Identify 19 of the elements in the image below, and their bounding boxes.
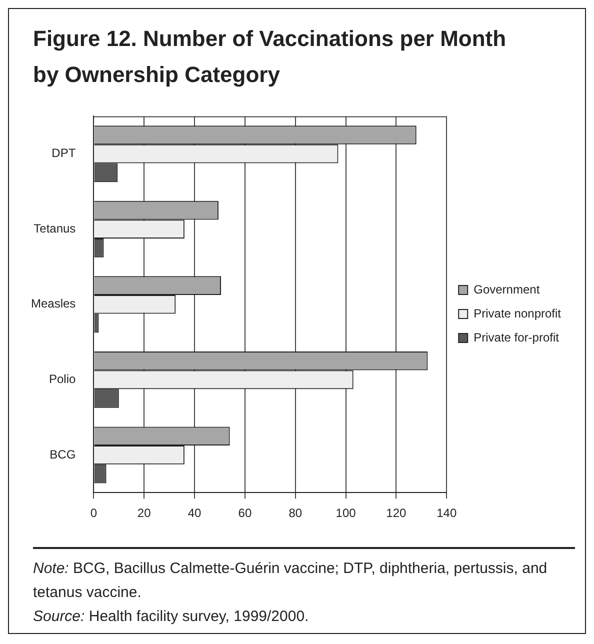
- legend-label: Government: [474, 282, 540, 296]
- x-tick-label: 80: [288, 506, 302, 520]
- x-tick-label: 140: [436, 506, 457, 520]
- y-tick-label: DPT: [52, 146, 76, 160]
- x-tick-label: 20: [137, 506, 152, 520]
- y-tick-label: BCG: [50, 447, 76, 462]
- x-tick-label: 100: [336, 506, 356, 520]
- y-tick-label: Polio: [48, 372, 76, 386]
- x-tick-label: 0: [90, 506, 98, 520]
- y-tick-label: Tetanus: [34, 221, 76, 236]
- chart-title: Figure 12. Number of Vaccinations per Month by Ownership Category: [32, 25, 508, 89]
- x-tick-label: 40: [188, 506, 202, 520]
- x-tick-label: 120: [386, 506, 407, 520]
- legend-label: Private for-profit: [474, 330, 560, 344]
- text: Note: BCG, Bacillus Calmette-Guérin vaccine; DTP, diphtheria, pertussis, and tetanus vaccine.: [33, 559, 548, 603]
- legend-label: Private nonprofit: [474, 306, 562, 320]
- source-note: Source: Health facility survey, 1999/2000.: [33, 607, 310, 627]
- y-tick-label: Measles: [30, 296, 76, 311]
- x-tick-label: 60: [238, 506, 252, 520]
